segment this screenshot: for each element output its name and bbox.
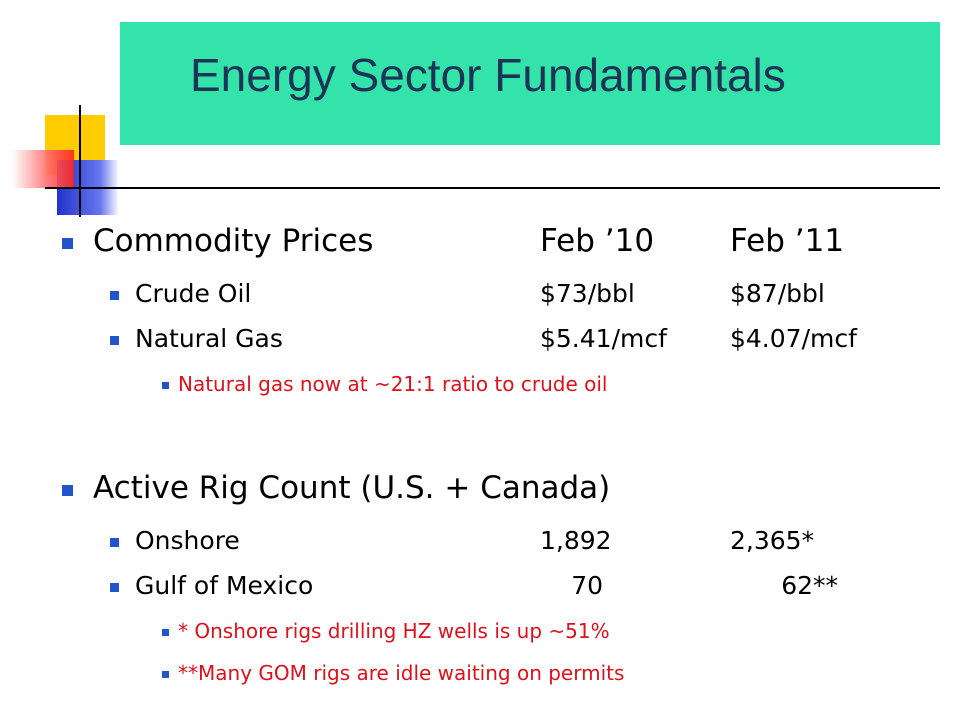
item-value: 1,892: [540, 526, 612, 555]
deco-hline: [45, 187, 940, 189]
note: **Many GOM rigs are idle waiting on perm…: [178, 661, 625, 685]
note: * Onshore rigs drilling HZ wells is up ~…: [178, 619, 610, 643]
slide-title: Energy Sector Fundamentals: [190, 49, 786, 101]
title-band: [120, 22, 940, 145]
column-header: Feb ’10: [540, 223, 655, 259]
item-value: $5.41/mcf: [540, 324, 667, 353]
bullet: [162, 382, 169, 389]
column-header: Feb ’11: [730, 223, 845, 259]
item-label: Crude Oil: [135, 279, 252, 308]
item-value: $87/bbl: [730, 279, 825, 308]
bullet: [110, 336, 119, 345]
section-heading: Commodity Prices: [93, 223, 374, 259]
bullet: [110, 538, 119, 547]
bullet: [110, 291, 119, 300]
bullet: [110, 583, 119, 592]
note: Natural gas now at ~21:1 ratio to crude …: [178, 372, 608, 396]
item-label: Onshore: [135, 526, 240, 555]
item-value: $4.07/mcf: [730, 324, 857, 353]
deco-vline: [79, 105, 81, 217]
item-label: Gulf of Mexico: [135, 571, 314, 600]
item-value: 62**: [781, 571, 838, 600]
item-value: $73/bbl: [540, 279, 635, 308]
item-label: Natural Gas: [135, 324, 283, 353]
bullet: [162, 671, 169, 678]
item-value: 2,365*: [730, 526, 815, 555]
bullet: [62, 485, 73, 496]
deco-red: [12, 150, 74, 188]
section-heading: Active Rig Count (U.S. + Canada): [93, 470, 611, 506]
bullet: [162, 629, 169, 636]
item-value: 70: [571, 571, 603, 600]
bullet: [62, 238, 73, 249]
